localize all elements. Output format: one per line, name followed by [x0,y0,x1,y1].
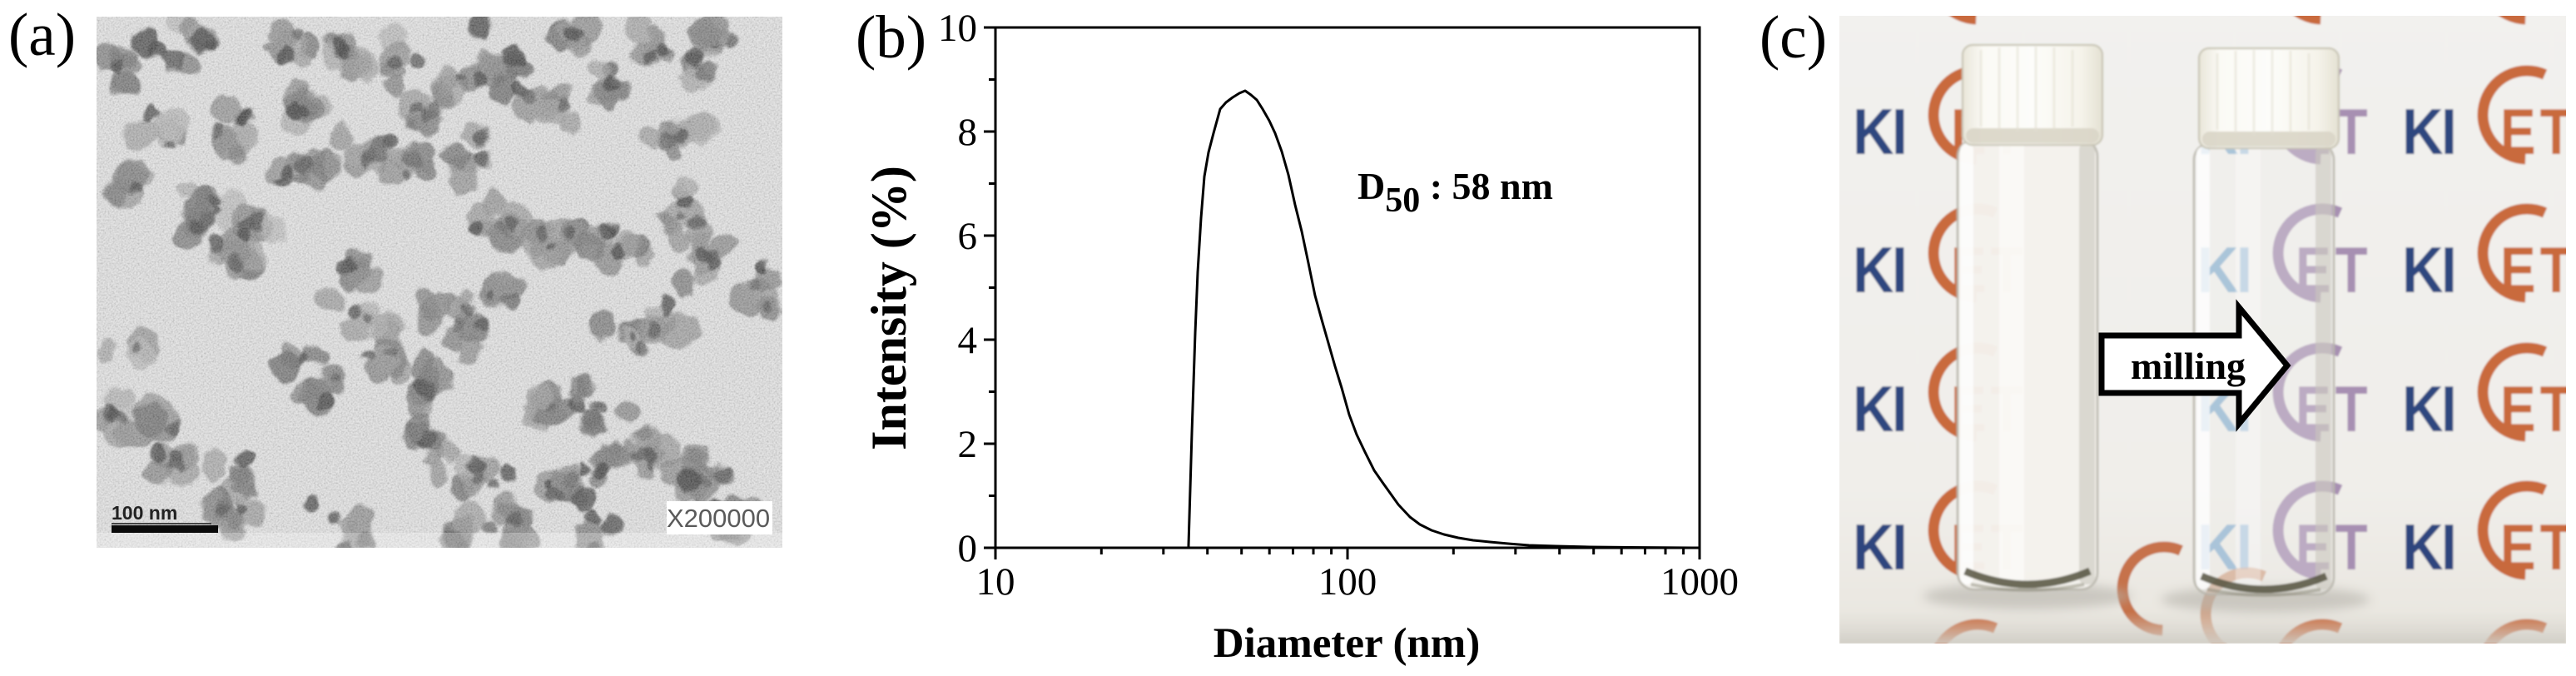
svg-text:X200000: X200000 [667,504,770,533]
svg-text:4: 4 [958,319,978,362]
svg-text:(b): (b) [856,3,926,71]
svg-text:2: 2 [958,423,978,466]
svg-text:6: 6 [958,215,978,258]
svg-text:KI: KI [2402,372,2454,445]
svg-text:ET: ET [2296,0,2372,28]
svg-text:KI: KI [2402,0,2454,28]
svg-text:ET: ET [2500,511,2576,584]
svg-text:1000: 1000 [1660,560,1739,604]
svg-text:milling: milling [2131,345,2246,387]
svg-text:Diameter (nm): Diameter (nm) [1214,620,1481,667]
svg-text:8: 8 [958,111,978,154]
svg-text:(a): (a) [8,1,76,68]
svg-text:KI: KI [2402,510,2454,584]
svg-text:ET: ET [2500,96,2576,168]
svg-text:0: 0 [958,527,978,570]
svg-text:ET: ET [2500,0,2576,28]
svg-text:KI: KI [1853,0,1905,28]
svg-text:ET: ET [2500,373,2576,445]
svg-text:KI: KI [2402,233,2454,306]
svg-text:KI: KI [1853,233,1905,306]
svg-text:KI: KI [2197,0,2250,28]
svg-text:Intensity (%): Intensity (%) [861,166,916,450]
svg-text:KI: KI [2402,95,2454,168]
svg-text:KI: KI [1853,95,1905,168]
svg-text:KI: KI [1853,372,1905,445]
svg-text:100 nm: 100 nm [112,502,177,524]
svg-text:100: 100 [1318,560,1377,604]
svg-text:KI: KI [1853,510,1905,584]
svg-text:10: 10 [976,560,1015,604]
svg-text:ET: ET [2500,234,2576,306]
svg-text:10: 10 [938,7,977,50]
svg-text:(c): (c) [1760,3,1827,71]
svg-text:ET: ET [1951,0,2028,28]
